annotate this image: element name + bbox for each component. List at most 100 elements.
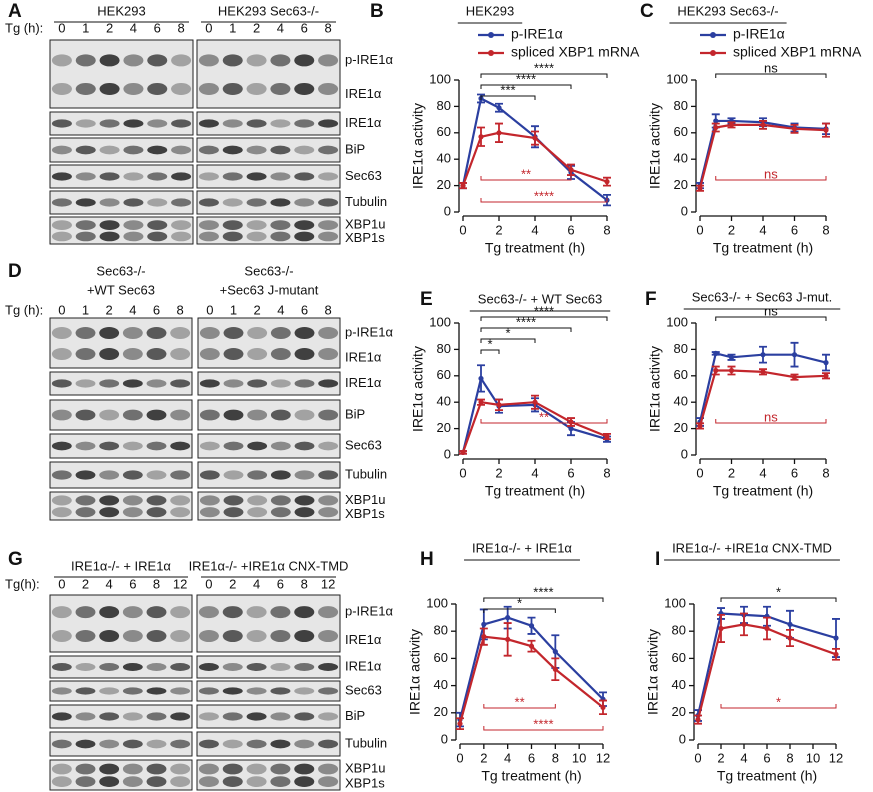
data-point xyxy=(532,399,538,405)
blot-band xyxy=(198,82,219,95)
data-point xyxy=(760,122,766,128)
data-point xyxy=(787,635,793,641)
blot-band xyxy=(198,739,219,749)
lane-label: 8 xyxy=(325,302,332,317)
blot-strip xyxy=(49,111,194,136)
significance-bracket xyxy=(715,316,827,321)
band-label: Tubulin xyxy=(345,735,387,750)
lane-label: 6 xyxy=(154,20,161,35)
blot-band xyxy=(75,606,96,619)
significance-bracket xyxy=(715,419,827,424)
blot-band xyxy=(170,470,191,480)
blot-band xyxy=(51,54,72,67)
blot-band xyxy=(75,82,96,95)
blot-band xyxy=(122,606,143,619)
data-point xyxy=(528,643,535,649)
blot-band xyxy=(294,119,315,128)
blot-band xyxy=(270,220,291,230)
blot-band xyxy=(122,763,143,775)
blot-band xyxy=(75,630,96,643)
blot-band xyxy=(146,739,167,749)
blot-band xyxy=(146,379,167,388)
blot-band xyxy=(222,231,243,242)
blot-band xyxy=(75,441,96,451)
band-label: XBP1u xyxy=(345,217,385,232)
blot-band xyxy=(246,776,267,787)
series-line xyxy=(461,400,608,453)
blot-band xyxy=(170,712,191,721)
y-tick-label: 60 xyxy=(437,367,451,382)
blot-band xyxy=(99,172,120,181)
blot-band xyxy=(294,663,315,671)
significance-label: * xyxy=(776,584,781,599)
blot-band xyxy=(199,327,220,339)
y-tick-label: 0 xyxy=(679,731,686,746)
x-axis-label: Tg treatment (h) xyxy=(713,483,813,499)
blot-band xyxy=(318,687,339,695)
blot-band xyxy=(170,776,191,787)
legend-label: p-IRE1α xyxy=(511,26,563,42)
x-axis-label: Tg treatment (h) xyxy=(485,240,585,256)
significance-bracket xyxy=(480,349,500,354)
significance-bracket xyxy=(480,176,572,181)
blot-band xyxy=(222,220,243,230)
blot-band xyxy=(318,441,339,451)
lane-label: 0 xyxy=(58,20,65,35)
blot-band xyxy=(198,687,219,695)
x-tick-label: 12 xyxy=(829,750,843,765)
group-header: IRE1α-/- +IRE1α CNX-TMD xyxy=(189,558,349,573)
blot-band xyxy=(51,327,72,339)
significance-label: **** xyxy=(516,71,536,86)
blot-band xyxy=(75,231,96,242)
chart-title: HEK293 xyxy=(466,3,514,18)
blot-band xyxy=(122,712,143,721)
data-point xyxy=(760,369,766,375)
blot-band xyxy=(318,495,339,506)
significance-bracket xyxy=(715,176,827,181)
blot-strip xyxy=(196,655,341,679)
x-tick-label: 4 xyxy=(740,750,747,765)
lane-label: 4 xyxy=(253,576,260,591)
blot-band xyxy=(246,231,267,242)
data-point xyxy=(764,625,770,632)
blot-band xyxy=(146,348,167,360)
significance-bracket xyxy=(480,419,608,424)
y-tick-label: 100 xyxy=(426,595,448,610)
blot-band xyxy=(318,54,339,67)
blot-band xyxy=(318,145,339,155)
significance-label: ns xyxy=(764,303,778,318)
data-point xyxy=(823,127,829,133)
legend-label: spliced XBP1 mRNA xyxy=(511,44,640,60)
lane-label: 4 xyxy=(277,20,284,35)
x-axis-label: Tg treatment (h) xyxy=(717,768,817,784)
blot-band xyxy=(75,379,96,388)
tg-label: Tg(h): xyxy=(5,576,40,591)
lane-label: 0 xyxy=(205,20,212,35)
blot-band xyxy=(123,220,144,230)
blot-band xyxy=(122,739,143,749)
panel-letter: A xyxy=(8,1,22,22)
blot-strip xyxy=(49,433,193,459)
x-tick-label: 8 xyxy=(822,222,829,237)
y-tick-label: 20 xyxy=(674,177,688,192)
blot-band xyxy=(294,379,315,388)
blot-band xyxy=(270,470,291,480)
blot-band xyxy=(99,82,120,95)
band-label: XBP1s xyxy=(345,506,385,521)
significance-label: **** xyxy=(534,188,554,203)
data-point xyxy=(552,666,558,672)
lane-label: 6 xyxy=(277,576,284,591)
y-axis-label: IRE1α activity xyxy=(645,629,661,715)
blot-band xyxy=(318,172,339,181)
blot-band xyxy=(222,630,243,643)
blot-strip xyxy=(49,371,193,396)
blot-band xyxy=(198,172,219,181)
blot-band xyxy=(198,763,219,775)
blot-band xyxy=(75,687,96,695)
blot-band xyxy=(99,145,120,155)
group-header: Sec63-/- xyxy=(96,263,145,278)
blot-band xyxy=(146,687,167,695)
blot-band xyxy=(318,82,339,95)
band-label: BiP xyxy=(345,406,365,421)
data-point xyxy=(741,621,747,628)
